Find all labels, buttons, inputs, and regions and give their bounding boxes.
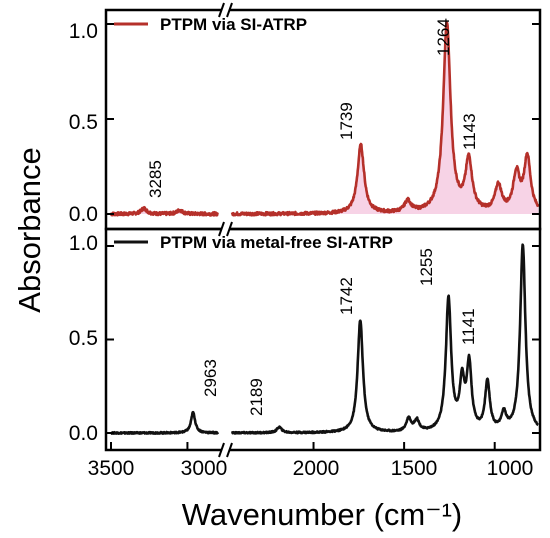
- peak-label-1739: 1739: [337, 102, 356, 140]
- peak-label-2963: 2963: [201, 359, 220, 397]
- peak-label-1143: 1143: [460, 113, 479, 150]
- axis-break-slash: [218, 2, 225, 18]
- peak-label-1255: 1255: [417, 248, 436, 286]
- spectrum-line-top-0: [110, 205, 219, 217]
- bottom-ytick-1: 1.0: [69, 232, 98, 255]
- y-axis-title: Absorbance: [12, 147, 47, 312]
- xtick-1000: 1000: [487, 457, 534, 480]
- peak-label-1264: 1264: [434, 18, 453, 56]
- top-ytick-1: 1.0: [69, 20, 98, 43]
- peak-label-2189: 2189: [247, 378, 266, 416]
- top-ytick-3: 0.0: [69, 203, 98, 226]
- axis-break-gap: [221, 4, 229, 16]
- xtick-3500: 3500: [88, 457, 135, 480]
- axis-break-slash: [226, 442, 233, 458]
- xtick-3000: 3000: [181, 457, 228, 480]
- xtick-1500: 1500: [391, 457, 438, 480]
- spectrum-line-bottom-1: [230, 243, 540, 435]
- axis-break-slash: [218, 221, 225, 237]
- axis-break-markers: [218, 2, 233, 458]
- spectrum-line-bottom-0: [109, 410, 220, 435]
- axis-break-slash: [218, 442, 225, 458]
- axis-break-gap: [221, 223, 229, 235]
- axis-break-slash: [226, 221, 233, 237]
- bottom-spectrum-plot: [109, 243, 540, 435]
- peak-label-3285: 3285: [146, 160, 165, 198]
- bottom-ytick-2: 0.5: [69, 327, 98, 350]
- top-legend-label: PTPM via SI-ATRP: [160, 15, 307, 34]
- spectrum-fill-top-1: [232, 22, 539, 216]
- axis-break-slash: [226, 2, 233, 18]
- bottom-legend-label: PTPM via metal-free SI-ATRP: [160, 233, 393, 252]
- axis-ticks: [106, 23, 540, 450]
- bottom-ytick-3: 0.0: [69, 422, 98, 445]
- x-axis-title: Wavenumber (cm⁻¹): [182, 497, 462, 532]
- axis-break-gap: [221, 444, 229, 456]
- xtick-2000: 2000: [293, 457, 340, 480]
- top-spectrum-plot: [110, 20, 540, 217]
- peak-label-1742: 1742: [337, 277, 356, 315]
- top-ytick-2: 0.5: [69, 111, 98, 134]
- peak-label-1141: 1141: [459, 308, 478, 345]
- spectrum-line-top-1: [230, 20, 540, 217]
